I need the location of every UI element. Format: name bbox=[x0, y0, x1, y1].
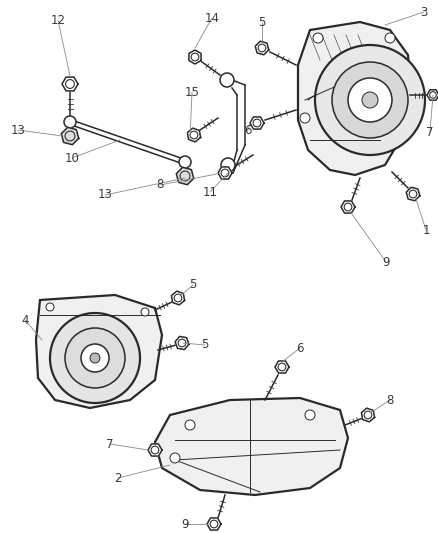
Circle shape bbox=[64, 116, 76, 128]
Polygon shape bbox=[427, 90, 438, 100]
Polygon shape bbox=[298, 22, 412, 175]
Circle shape bbox=[305, 410, 315, 420]
Circle shape bbox=[220, 73, 234, 87]
Polygon shape bbox=[255, 41, 269, 55]
Circle shape bbox=[221, 158, 235, 172]
Text: 10: 10 bbox=[64, 151, 79, 165]
Polygon shape bbox=[148, 444, 162, 456]
Circle shape bbox=[170, 453, 180, 463]
Text: 3: 3 bbox=[420, 5, 427, 19]
Text: 4: 4 bbox=[21, 313, 29, 327]
Text: 6: 6 bbox=[296, 342, 304, 354]
Circle shape bbox=[46, 303, 54, 311]
Circle shape bbox=[90, 353, 100, 363]
Polygon shape bbox=[275, 361, 289, 373]
Polygon shape bbox=[175, 336, 189, 350]
Circle shape bbox=[362, 92, 378, 108]
Text: 2: 2 bbox=[114, 472, 122, 484]
Circle shape bbox=[300, 113, 310, 123]
Polygon shape bbox=[189, 50, 201, 64]
Text: 11: 11 bbox=[202, 185, 218, 198]
Polygon shape bbox=[361, 408, 374, 422]
Text: 5: 5 bbox=[189, 279, 197, 292]
Text: 9: 9 bbox=[382, 255, 390, 269]
Circle shape bbox=[65, 328, 125, 388]
Polygon shape bbox=[62, 77, 78, 91]
Text: 8: 8 bbox=[386, 393, 394, 407]
Polygon shape bbox=[207, 518, 221, 530]
Text: 12: 12 bbox=[50, 13, 66, 27]
Polygon shape bbox=[177, 167, 194, 185]
Circle shape bbox=[315, 45, 425, 155]
Circle shape bbox=[81, 344, 109, 372]
Circle shape bbox=[141, 308, 149, 316]
Polygon shape bbox=[218, 167, 232, 179]
Polygon shape bbox=[171, 291, 184, 305]
Text: 15: 15 bbox=[184, 85, 199, 99]
Circle shape bbox=[179, 156, 191, 168]
Circle shape bbox=[50, 313, 140, 403]
Text: 8: 8 bbox=[156, 179, 164, 191]
Text: 5: 5 bbox=[258, 15, 266, 28]
Polygon shape bbox=[36, 295, 162, 408]
Polygon shape bbox=[61, 127, 79, 144]
Text: 7: 7 bbox=[426, 125, 434, 139]
Circle shape bbox=[385, 33, 395, 43]
Polygon shape bbox=[341, 201, 355, 213]
Text: 7: 7 bbox=[106, 438, 114, 450]
Text: 5: 5 bbox=[201, 338, 208, 351]
Text: 6: 6 bbox=[244, 124, 252, 136]
Text: 9: 9 bbox=[181, 518, 189, 530]
Circle shape bbox=[348, 78, 392, 122]
Text: 13: 13 bbox=[98, 189, 113, 201]
Polygon shape bbox=[155, 398, 348, 495]
Text: 1: 1 bbox=[422, 223, 430, 237]
Circle shape bbox=[313, 33, 323, 43]
Polygon shape bbox=[187, 128, 201, 142]
Polygon shape bbox=[250, 117, 264, 129]
Polygon shape bbox=[406, 187, 420, 201]
Circle shape bbox=[332, 62, 408, 138]
Text: 13: 13 bbox=[11, 124, 25, 136]
Text: 14: 14 bbox=[205, 12, 219, 25]
Circle shape bbox=[185, 420, 195, 430]
